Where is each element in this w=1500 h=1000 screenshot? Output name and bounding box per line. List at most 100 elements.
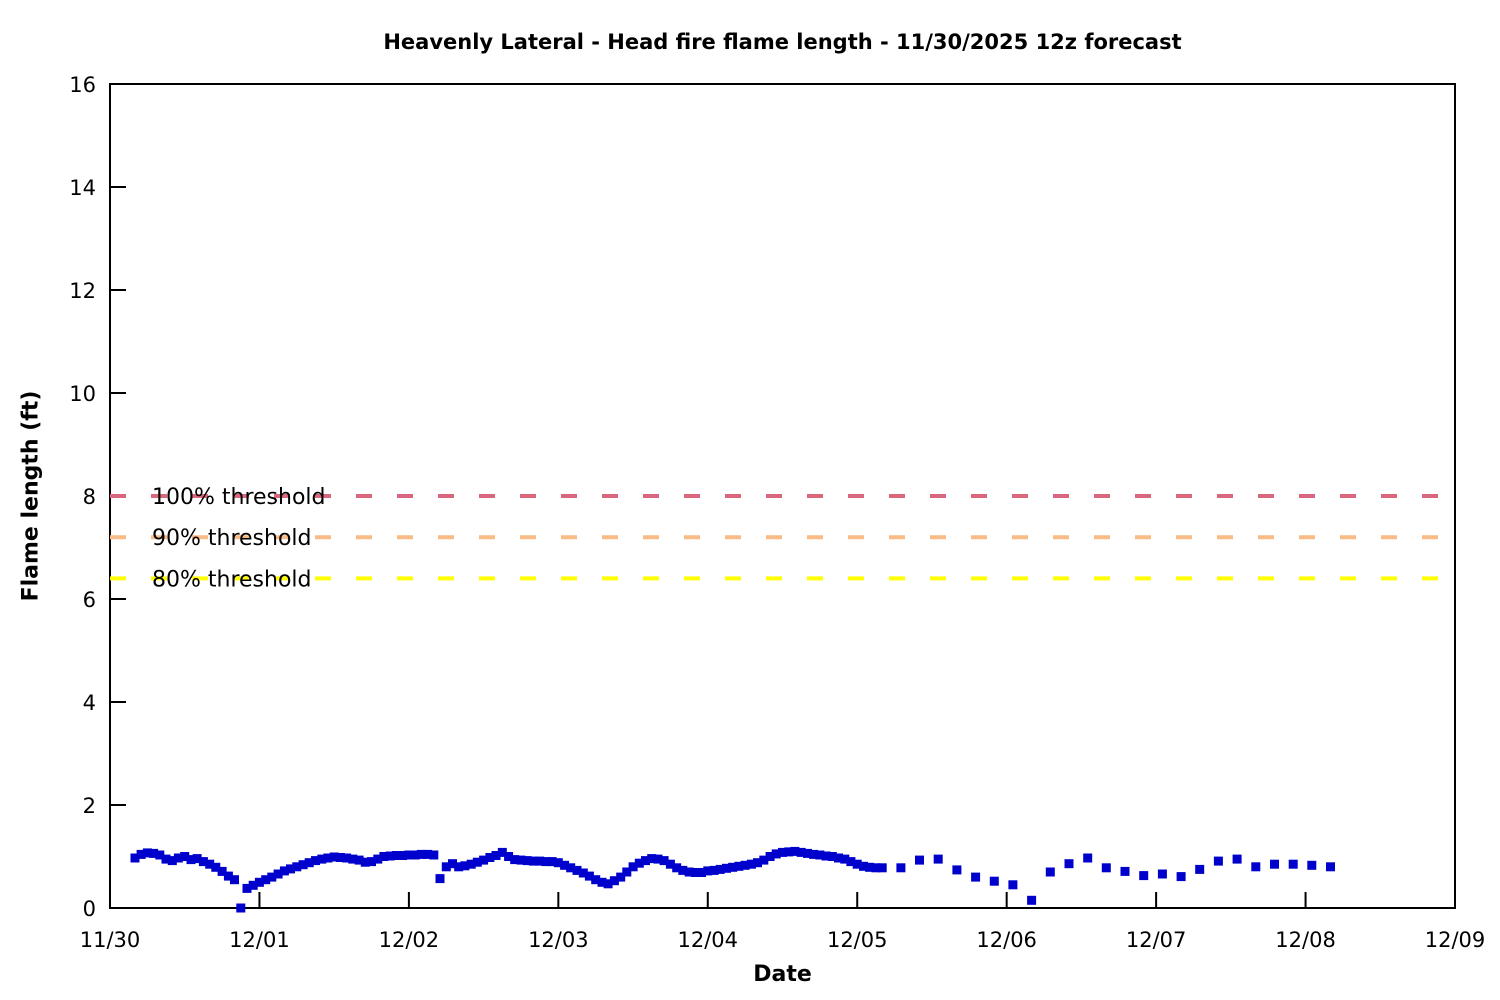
x-tick-label: 12/05 [827,928,888,952]
data-point [952,865,962,875]
data-point [566,863,576,873]
data-point [385,851,395,861]
data-point [759,855,769,865]
data-point [504,852,514,861]
chart-title: Heavenly Lateral - Head fire flame lengt… [383,30,1182,54]
threshold-label: 100% threshold [152,485,326,510]
data-point [410,850,420,860]
data-point [236,903,246,913]
data-point [753,858,762,868]
data-point [398,851,408,860]
y-tick-label: 10 [69,382,96,406]
data-point [472,857,482,867]
data-point [1232,854,1242,864]
data-point [454,862,464,872]
y-tick-label: 2 [83,794,96,818]
data-point [354,855,364,865]
data-point [186,855,196,865]
data-point [435,874,445,884]
data-point [1307,860,1317,870]
data-point [784,847,794,857]
data-point [852,859,862,869]
data-point [1288,859,1298,869]
data-point [871,863,881,873]
data-point [1195,864,1205,874]
data-point [248,880,258,890]
data-point [348,854,358,864]
y-tick-label: 4 [83,691,96,715]
data-point [130,853,140,863]
data-point [684,867,694,877]
data-point [690,868,700,877]
data-point [279,866,289,876]
data-point [572,865,582,875]
data-point [392,851,401,860]
data-point [1176,872,1186,882]
data-point [697,868,706,877]
data-point [149,848,159,858]
data-point [597,877,607,887]
data-point [404,850,414,860]
data-point [859,861,868,871]
data-point [522,856,532,866]
data-point [479,855,489,865]
data-point [672,863,682,873]
data-point [622,867,632,877]
data-point [173,853,183,863]
x-tick-label: 12/07 [1126,928,1187,952]
threshold-label: 90% threshold [152,526,312,551]
data-point [192,854,202,864]
data-point [665,859,675,869]
y-tick-label: 14 [69,176,96,200]
data-point [497,847,507,857]
data-point [298,860,308,870]
data-point [286,864,295,874]
data-point [535,856,545,866]
data-point [416,849,426,859]
data-point [528,856,538,866]
data-point [1139,871,1149,881]
data-point [1213,856,1223,866]
data-point [448,859,457,869]
data-point [155,850,165,860]
x-tick-label: 12/08 [1275,928,1336,952]
data-point [628,862,638,872]
data-point [167,856,177,866]
data-point [971,872,981,882]
y-tick-label: 16 [69,73,96,97]
data-point [223,871,233,881]
data-point [1008,880,1018,890]
x-tick-label: 12/04 [678,928,739,952]
data-point [616,872,626,882]
x-tick-label: 12/09 [1425,928,1486,952]
data-point [254,877,264,887]
data-point [915,855,924,865]
data-point [603,879,613,889]
data-point [896,863,906,873]
data-point [778,847,787,857]
x-tick-label: 12/02 [379,928,440,952]
data-point [485,853,495,862]
data-point [1326,862,1335,872]
data-point [230,875,239,885]
y-tick-label: 8 [83,485,96,509]
data-point [834,853,843,863]
data-point [846,857,856,867]
data-point [591,875,601,885]
data-point [304,858,314,868]
data-point [647,854,657,864]
data-point [198,857,208,867]
data-point [1270,859,1279,869]
data-point [709,865,719,875]
data-point [796,847,806,857]
data-point [553,858,563,868]
x-tick-label: 12/01 [229,928,290,952]
data-point [261,875,271,885]
data-point [678,865,688,875]
y-tick-label: 12 [69,279,96,303]
data-point [335,853,345,862]
data-point [659,856,669,866]
data-point [740,860,750,870]
